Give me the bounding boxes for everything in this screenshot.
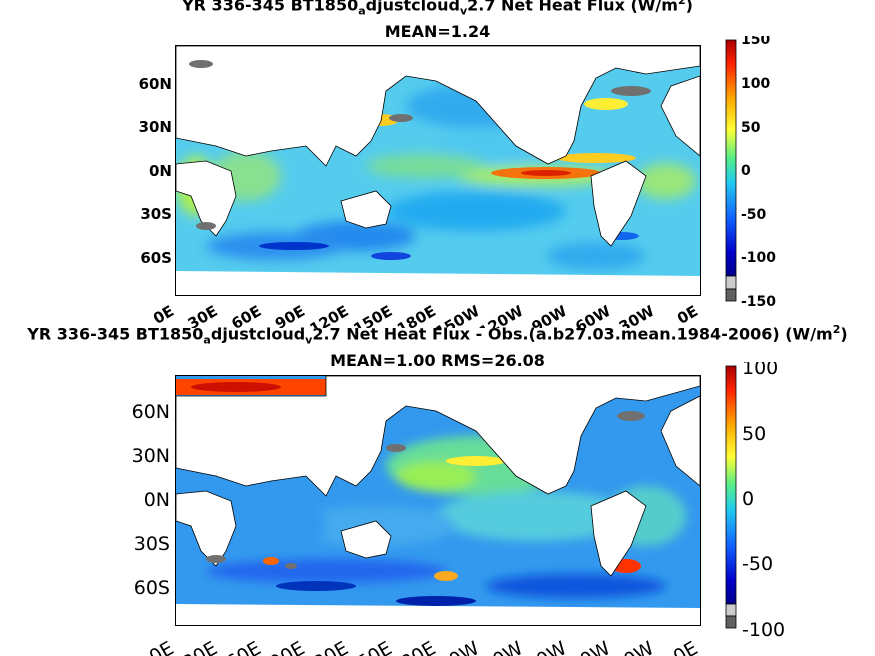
chart1-colorbar-tick-label: -100 — [741, 250, 776, 266]
chart2-colorbar-tick-label: 100 — [742, 362, 778, 379]
chart2-map — [175, 375, 701, 626]
chart1-colorbar-tick-label: 50 — [741, 120, 761, 136]
chart2-ytick-label: 30S — [134, 533, 170, 555]
chart1-ytick-label: 0N — [149, 162, 172, 180]
chart2-colorbar: 100 50 0 -50 -100 — [725, 362, 785, 640]
chart2-subtitle: MEAN=1.00 RMS=26.08 — [330, 351, 545, 370]
chart2-map-svg — [176, 376, 700, 625]
chart2-ytick-label: 30N — [132, 445, 170, 467]
chart2-colorbar-tick-label: 50 — [742, 423, 766, 445]
chart2-colorbar-tick-label: -50 — [742, 553, 773, 575]
chart1-ytick-label: 30S — [140, 205, 172, 223]
chart1-ytick-label: 60N — [139, 75, 172, 93]
chart1-colorbar-tick-label: -50 — [741, 207, 767, 223]
chart1-ytick-label: 60S — [140, 249, 172, 267]
chart2-xtick-label: 60W — [566, 637, 614, 656]
chart1-map-svg — [176, 46, 700, 295]
chart2-title: YR 336-345 BT1850adjustcloudv2.7 Net Hea… — [27, 323, 848, 347]
chart2-ytick-label: 0N — [144, 489, 170, 511]
chart2-xtick-label: 120E — [299, 637, 352, 656]
chart1-colorbar: 150 100 50 0 -50 -100 -150 — [725, 36, 776, 306]
chart2-xtick-label: 0E — [150, 637, 178, 656]
chart1-map — [175, 45, 701, 296]
chart2-xtick-label: 90W — [522, 637, 570, 656]
chart2-ytick-label: 60S — [134, 577, 170, 599]
chart1-subtitle: MEAN=1.24 — [384, 22, 491, 41]
chart2-xtick-label: 30E — [179, 637, 221, 656]
chart1-yaxis: 60N 30N 0N 30S 60S — [139, 75, 172, 267]
chart1-colorbar-tick-label: 100 — [741, 76, 770, 92]
chart2-colorbar-tick-label: -100 — [742, 619, 785, 640]
chart2-ytick-label: 60N — [132, 401, 170, 423]
chart2-xaxis: 0E30E60E90E120E150E180E150W120W90W60W30W… — [150, 637, 702, 656]
chart2-yaxis: 60N 30N 0N 30S 60S — [132, 401, 170, 599]
chart2-xtick-label: 30W — [610, 637, 658, 656]
chart2-xtick-label: 0E — [670, 637, 702, 656]
chart2-xtick-label: 150E — [343, 637, 396, 656]
chart2-xtick-label: 180E — [387, 637, 440, 656]
chart1-title: YR 336-345 BT1850adjustcloudv2.7 Net Hea… — [182, 0, 693, 18]
chart1-colorbar-tick-label: 0 — [741, 163, 751, 179]
chart1-colorbar-tick-label: -150 — [741, 294, 776, 306]
chart2-colorbar-tick-label: 0 — [742, 488, 754, 510]
chart2-xtick-label: 60E — [222, 637, 264, 656]
chart1-colorbar-tick-label: 150 — [741, 36, 770, 48]
chart1-ytick-label: 30N — [139, 118, 172, 136]
chart2-xtick-label: 90E — [266, 637, 308, 656]
